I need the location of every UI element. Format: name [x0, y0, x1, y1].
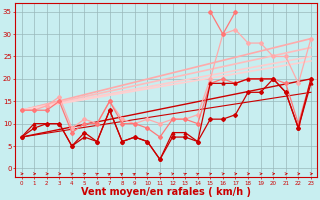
- X-axis label: Vent moyen/en rafales ( km/h ): Vent moyen/en rafales ( km/h ): [81, 187, 251, 197]
